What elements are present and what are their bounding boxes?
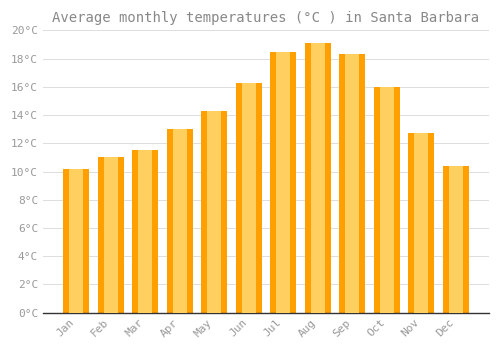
Bar — [63, 169, 89, 313]
Bar — [374, 87, 400, 313]
Bar — [304, 43, 330, 313]
Bar — [98, 158, 124, 313]
Bar — [201, 111, 227, 313]
Title: Average monthly temperatures (°C ) in Santa Barbara: Average monthly temperatures (°C ) in Sa… — [52, 11, 480, 25]
Bar — [132, 150, 158, 313]
Bar — [104, 158, 118, 313]
Bar — [310, 43, 325, 313]
Bar — [276, 51, 290, 313]
Bar — [242, 83, 256, 313]
Bar — [69, 169, 84, 313]
Bar — [380, 87, 394, 313]
Bar — [172, 129, 187, 313]
Bar — [236, 83, 262, 313]
Bar — [448, 166, 463, 313]
Bar — [408, 133, 434, 313]
Bar — [207, 111, 222, 313]
Bar — [270, 51, 296, 313]
Bar — [339, 55, 365, 313]
Bar — [138, 150, 152, 313]
Bar — [442, 166, 468, 313]
Bar — [345, 55, 360, 313]
Bar — [414, 133, 428, 313]
Bar — [166, 129, 192, 313]
